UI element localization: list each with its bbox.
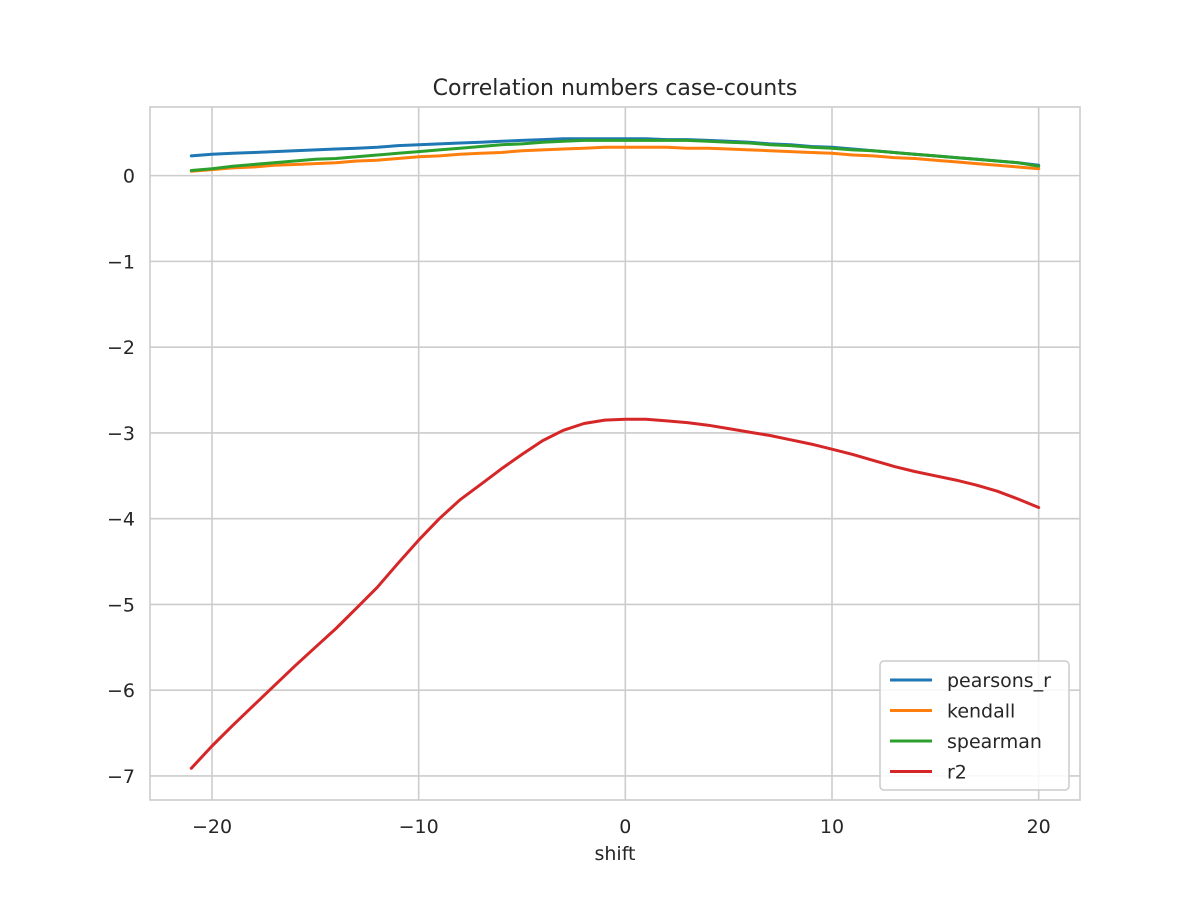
chart-title: Correlation numbers case-counts bbox=[433, 76, 798, 101]
plot-frame bbox=[149, 106, 1081, 801]
y-tick-label: −5 bbox=[107, 594, 135, 616]
series-lines bbox=[189, 137, 1041, 770]
legend-box bbox=[879, 660, 1070, 791]
y-tick-label: −7 bbox=[107, 766, 135, 788]
legend-label: pearsons_r bbox=[947, 670, 1051, 692]
legend-label: spearman bbox=[947, 731, 1042, 753]
legend-label: r2 bbox=[947, 762, 967, 784]
series-line-kendall bbox=[189, 145, 1041, 173]
y-tick-label: 0 bbox=[123, 166, 135, 188]
y-tick-label: −3 bbox=[107, 423, 135, 445]
x-tick-label: 10 bbox=[820, 816, 844, 838]
y-tick-labels: 0 −1 −2 −3 −4 −5 −6 −7 bbox=[107, 166, 135, 788]
y-tick-label: −1 bbox=[107, 251, 135, 273]
x-tick-label: −10 bbox=[399, 816, 439, 838]
y-tick-label: −6 bbox=[107, 680, 135, 702]
legend-label: kendall bbox=[947, 701, 1015, 723]
y-tick-label: −2 bbox=[107, 337, 135, 359]
x-tick-labels: −20 −10 0 10 20 bbox=[192, 816, 1051, 838]
x-tick-label: 20 bbox=[1027, 816, 1051, 838]
x-tick-label: −20 bbox=[192, 816, 232, 838]
series-line-pearsons-r bbox=[189, 137, 1041, 167]
series-line-r2 bbox=[189, 417, 1041, 770]
x-tick-label: 0 bbox=[619, 816, 631, 838]
x-axis-label: shift bbox=[594, 843, 635, 865]
y-tick-label: −4 bbox=[107, 509, 135, 531]
series-line-spearman bbox=[189, 138, 1041, 172]
